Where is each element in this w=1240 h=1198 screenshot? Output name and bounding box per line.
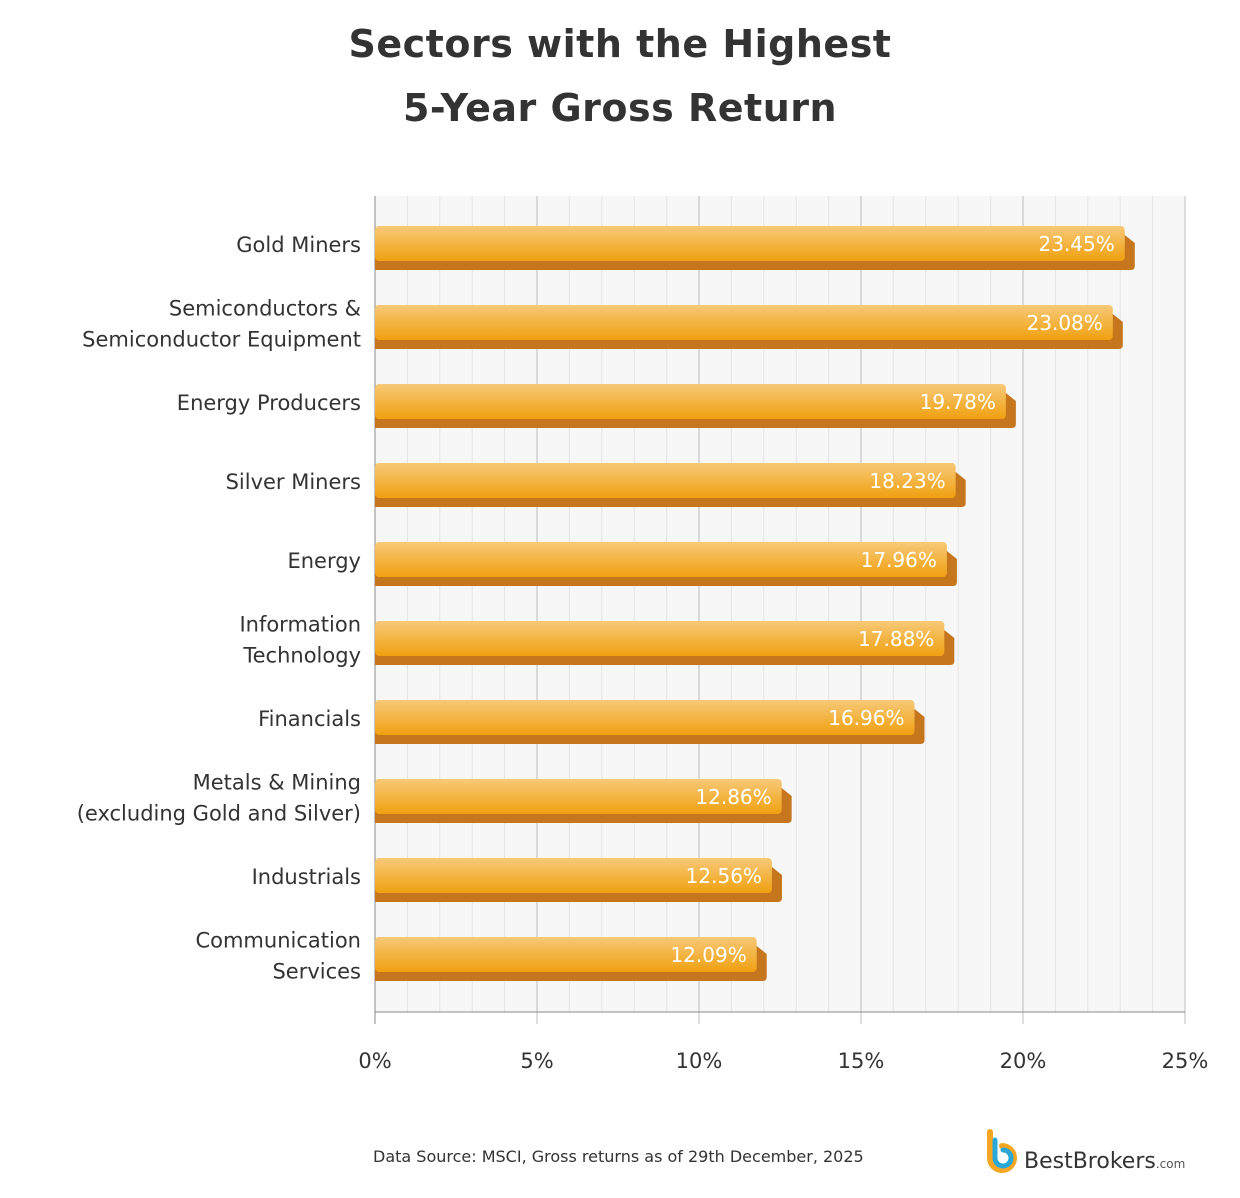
x-tick-label: 25%	[1162, 1049, 1209, 1073]
chart-title: Sectors with the Highest 5-Year Gross Re…	[0, 12, 1240, 140]
category-label: Technology	[242, 644, 361, 668]
category-label: Energy Producers	[177, 391, 361, 415]
category-label: Metals & Mining	[193, 771, 361, 795]
data-label: 19.78%	[920, 390, 996, 414]
data-source: Data Source: MSCI, Gross returns as of 2…	[373, 1147, 864, 1166]
bar	[375, 384, 1006, 419]
bar	[375, 937, 757, 972]
x-tick-label: 10%	[676, 1049, 723, 1073]
category-label: Industrials	[252, 865, 361, 889]
title-line-2: 5-Year Gross Return	[402, 86, 838, 130]
logo-icon	[987, 1129, 1017, 1173]
category-label: Semiconductors &	[169, 297, 361, 321]
data-label: 17.88%	[858, 627, 934, 651]
bar	[375, 226, 1125, 261]
x-tick-label: 20%	[1000, 1049, 1047, 1073]
x-tick-label: 5%	[520, 1049, 553, 1073]
bar	[375, 463, 956, 498]
category-label: Silver Miners	[226, 470, 361, 494]
data-label: 23.45%	[1039, 232, 1115, 256]
bar	[375, 305, 1113, 340]
data-label: 12.09%	[670, 943, 746, 967]
bestbrokers-logo[interactable]: BestBrokers.com	[984, 1128, 1185, 1176]
bar	[375, 621, 945, 656]
category-label: Information	[239, 613, 361, 637]
category-label: Services	[272, 960, 361, 984]
category-label: Communication	[195, 929, 361, 953]
data-label: 12.86%	[695, 785, 771, 809]
bar	[375, 700, 915, 735]
category-label: Energy	[287, 549, 361, 573]
data-label: 23.08%	[1027, 311, 1103, 335]
title-line-1: Sectors with the Highest	[348, 22, 892, 66]
category-label: (excluding Gold and Silver)	[77, 802, 361, 826]
bar	[375, 858, 772, 893]
category-label: Financials	[258, 707, 361, 731]
data-label: 17.96%	[861, 548, 937, 572]
logo-text: BestBrokers	[1024, 1149, 1156, 1174]
data-label: 12.56%	[686, 864, 762, 888]
data-label: 16.96%	[828, 706, 904, 730]
logo-suffix: .com	[1155, 1157, 1186, 1171]
bar	[375, 779, 782, 814]
bar	[375, 542, 947, 577]
x-tick-label: 0%	[358, 1049, 391, 1073]
data-label: 18.23%	[869, 469, 945, 493]
x-tick-label: 15%	[838, 1049, 885, 1073]
category-label: Gold Miners	[236, 233, 361, 257]
category-label: Semiconductor Equipment	[82, 328, 361, 352]
